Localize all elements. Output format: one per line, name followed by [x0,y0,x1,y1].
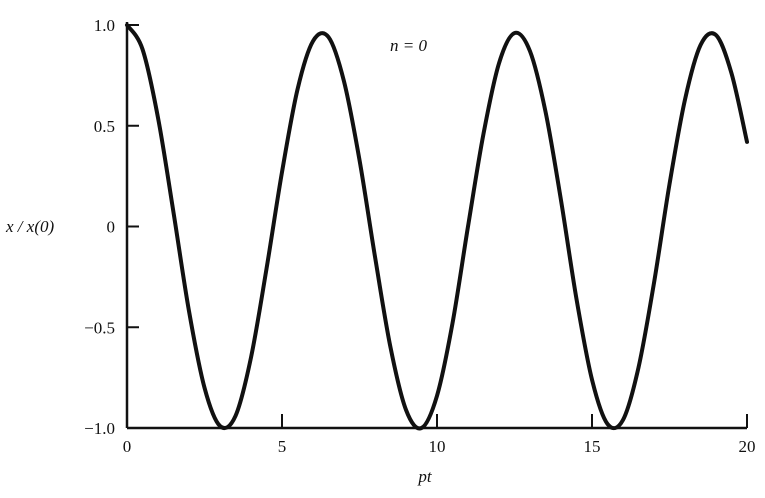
annotation-n: n = 0 [390,36,427,55]
x-tick-label: 0 [123,437,132,456]
x-tick-label: 10 [429,437,446,456]
y-tick-label: 0 [107,218,116,237]
x-tick-label: 15 [584,437,601,456]
y-tick-label: 1.0 [94,16,115,35]
y-axis-label: x / x(0) [5,217,54,236]
axes [125,22,747,430]
x-tick-label: 20 [739,437,756,456]
y-tick-label: −0.5 [84,318,115,337]
ticks: 0 5 10 15 20 1.0 0.5 0 −0.5 −1.0 [84,16,755,456]
series-line [125,23,749,431]
y-tick-label: −1.0 [84,419,115,438]
x-axis-label: pt [417,467,433,486]
y-tick-label: 0.5 [94,117,115,136]
x-tick-label: 5 [278,437,287,456]
